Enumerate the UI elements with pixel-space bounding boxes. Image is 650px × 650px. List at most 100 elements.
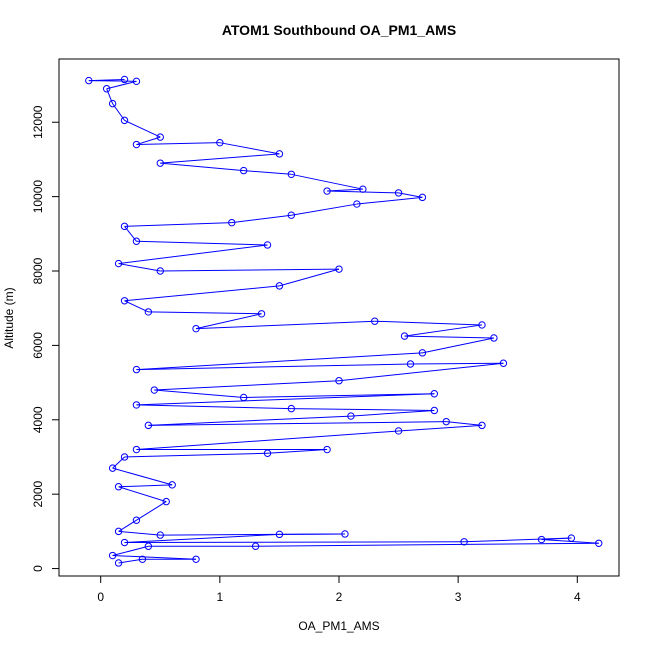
data-point (347, 412, 355, 420)
series-line-segment (106, 88, 114, 104)
data-point (132, 365, 141, 374)
series-line-segment (148, 311, 262, 315)
data-point (150, 386, 159, 394)
data-point (418, 193, 427, 202)
series-line-segment (338, 362, 504, 382)
data-point (144, 542, 153, 550)
series-line-segment (124, 285, 280, 302)
series-line-segment (124, 300, 149, 313)
data-point (120, 75, 129, 84)
x-tick-label: 2 (336, 590, 343, 604)
data-point (85, 76, 93, 85)
x-tick-label: 3 (455, 590, 462, 604)
data-point (120, 538, 129, 547)
data-point (400, 332, 409, 340)
data-point (120, 222, 129, 231)
data-point (114, 527, 123, 536)
data-point (102, 85, 111, 93)
data-point (442, 417, 450, 426)
series-line-segment (148, 421, 447, 426)
y-axis: 0 2000 4000 6000 8000 10000 12000 (31, 105, 60, 572)
series-line-segment (136, 136, 161, 146)
series-line-segment (112, 555, 197, 560)
x-axis-label: OA_PM1_AMS (298, 619, 379, 633)
series-line-segment (219, 142, 280, 155)
data-point (132, 445, 141, 454)
series-line-segment (160, 533, 345, 536)
data-point (275, 282, 284, 290)
series-line-segment (124, 541, 465, 544)
data-point (156, 531, 164, 539)
series-line-segment (160, 153, 280, 164)
x-tick-label: 4 (574, 590, 581, 604)
data-point (335, 377, 343, 385)
data-point (120, 297, 129, 305)
series-line-segment (464, 537, 572, 543)
data-point (478, 421, 486, 430)
data-point (430, 406, 439, 415)
data-point (114, 259, 123, 268)
series-line-segment (112, 456, 125, 469)
data-point (263, 241, 272, 249)
x-axis: 0 1 2 3 4 (97, 575, 581, 604)
data-point (430, 390, 439, 398)
series-line-segment (112, 545, 149, 557)
data-point (287, 211, 296, 219)
data-point (120, 116, 129, 125)
data-point (239, 166, 248, 175)
data-point (287, 170, 296, 179)
data-point (114, 559, 123, 567)
data-point (192, 555, 200, 563)
series-line-segment (136, 430, 399, 451)
series-line-segment (106, 80, 137, 90)
series-line-segment (136, 142, 220, 146)
series-line-segment (267, 449, 328, 454)
data-point (371, 317, 379, 325)
series-line-segment (350, 409, 435, 417)
data-point (341, 530, 349, 538)
y-tick-label: 6000 (31, 332, 45, 359)
data-point (114, 483, 123, 491)
series-line-segment (327, 188, 363, 192)
series-line-segment (422, 337, 494, 354)
series-line-segment (136, 363, 411, 371)
series-line-segment (160, 162, 244, 172)
series-line-segment (136, 240, 268, 246)
data-point (257, 310, 266, 318)
y-tick-label: 4000 (31, 406, 45, 433)
series-line-segment (243, 393, 435, 398)
data-point (216, 138, 224, 147)
data-point (537, 535, 546, 544)
data-point (120, 453, 129, 461)
series-line-segment (291, 173, 363, 190)
series-line-segment (124, 222, 232, 227)
data-point (406, 360, 415, 368)
series-line-segment (404, 335, 494, 339)
y-tick-label: 10000 (31, 180, 45, 214)
series-line-segment (124, 533, 280, 544)
series-line-segment (118, 484, 173, 488)
y-axis-label: Altitude (m) (2, 287, 16, 348)
data-point (263, 449, 272, 457)
y-tick-label: 2000 (31, 481, 45, 508)
series-line-segment (356, 196, 423, 205)
series-line-segment (136, 352, 423, 371)
series-line-segment (118, 486, 167, 503)
series-line-segment (398, 192, 423, 198)
data-point (144, 308, 153, 316)
series-line-segment (124, 452, 268, 458)
data-point (275, 150, 284, 158)
data-point (323, 445, 331, 454)
series-line-segment (118, 530, 161, 536)
series-line-segment (112, 467, 173, 486)
series-line-segment (279, 268, 340, 287)
series-line-segment (291, 408, 435, 411)
data-point (156, 267, 164, 275)
series-line-segment (255, 542, 599, 547)
data-point (132, 140, 141, 149)
series-line-segment (404, 324, 483, 337)
data-point (239, 393, 248, 402)
series-line-segment (88, 78, 125, 82)
data-point (132, 237, 141, 245)
data-point (287, 404, 296, 413)
